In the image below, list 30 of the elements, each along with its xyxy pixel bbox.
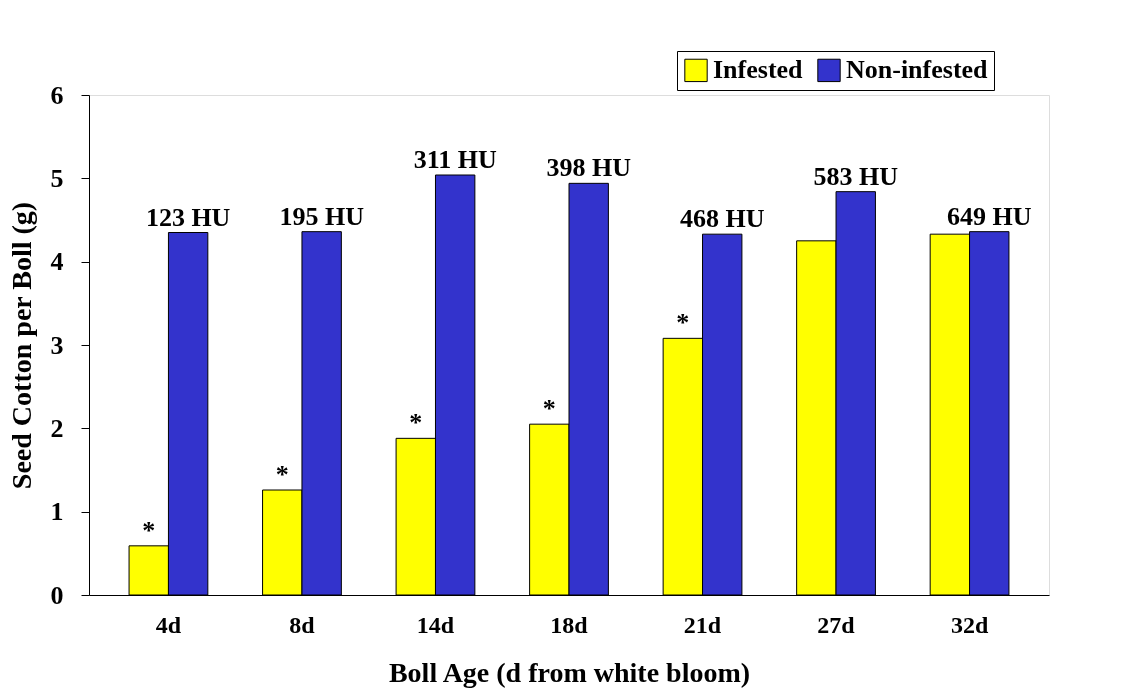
x-axis-title: Boll Age (d from white bloom) [388,656,751,688]
annotation: * [409,408,423,438]
annotation: 468 HU [679,204,765,234]
annotation: 311 HU [413,145,497,174]
y-tick-label: 6 [50,80,64,110]
y-tick-label: 1 [50,497,64,527]
x-tick-label: 8d [289,611,316,638]
annotation: * [676,308,690,338]
y-axis-title: Seed Cotton per Boll (g) [5,201,37,490]
annotation: 398 HU [546,153,632,183]
annotation: 195 HU [279,201,365,231]
y-tick-label: 4 [50,247,64,277]
x-tick-label: 14d [416,611,455,638]
annotation: 123 HU [145,202,231,232]
annotation: 583 HU [813,161,899,191]
x-tick-label: 32d [950,611,989,638]
annotation: * [142,515,156,545]
y-tick-label: 5 [50,163,64,193]
y-tick-label: 3 [50,330,64,360]
annotation: 649 HU [947,201,1032,231]
y-tick-label: 0 [50,580,64,610]
x-tick-label: 21d [683,611,722,638]
x-tick-label: 27d [817,611,856,638]
legend-label: Infested [713,55,804,85]
x-tick-label: 4d [155,611,182,638]
annotation: * [275,460,289,489]
y-tick-label: 2 [50,413,64,443]
legend-label: Non-infested [846,55,989,85]
x-tick-label: 18d [550,611,589,638]
annotation: * [542,394,556,424]
